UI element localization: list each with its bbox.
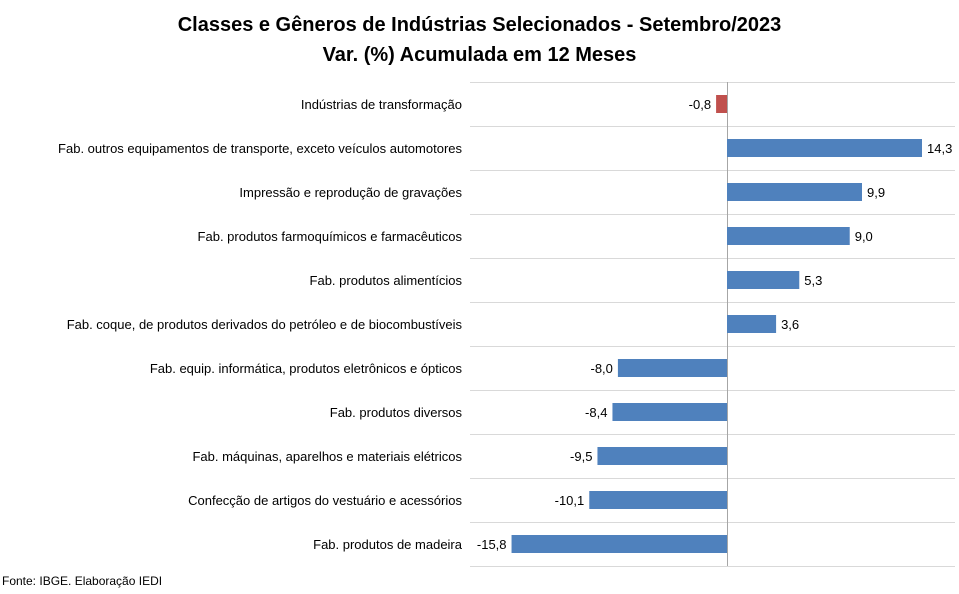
data-label: -15,8 — [477, 537, 507, 552]
bar — [617, 359, 727, 377]
category-label: Impressão e reprodução de gravações — [239, 185, 462, 200]
data-label: 14,3 — [927, 141, 952, 156]
category-label: Fab. equip. informática, produtos eletrô… — [150, 361, 463, 376]
bar — [716, 95, 727, 113]
category-label: Fab. outros equipamentos de transporte, … — [58, 141, 462, 156]
bar — [589, 491, 727, 509]
chart-title: Classes e Gêneros de Indústrias Selecion… — [177, 14, 782, 36]
data-label: -10,1 — [555, 493, 585, 508]
category-label: Fab. produtos diversos — [330, 405, 463, 420]
data-label: 9,9 — [867, 185, 885, 200]
category-label: Fab. produtos alimentícios — [310, 273, 463, 288]
source-footer: Fonte: IBGE. Elaboração IEDI — [2, 574, 163, 588]
bar — [727, 315, 777, 333]
category-label: Fab. produtos farmoquímicos e farmacêuti… — [198, 229, 463, 244]
bar — [727, 271, 800, 289]
bar — [597, 447, 727, 465]
bar — [727, 139, 922, 157]
category-label: Fab. máquinas, aparelhos e materiais elé… — [192, 449, 462, 464]
bar — [612, 403, 727, 421]
data-label: -9,5 — [570, 449, 592, 464]
chart-subtitle: Var. (%) Acumulada em 12 Meses — [322, 44, 637, 66]
data-label: 3,6 — [781, 317, 799, 332]
category-label: Fab. produtos de madeira — [313, 537, 463, 552]
category-label: Fab. coque, de produtos derivados do pet… — [67, 317, 463, 332]
bar — [727, 183, 862, 201]
data-label: -8,4 — [585, 405, 607, 420]
category-label: Confecção de artigos do vestuário e aces… — [188, 493, 462, 508]
data-label: -8,0 — [591, 361, 613, 376]
data-label: 9,0 — [855, 229, 873, 244]
category-label: Indústrias de transformação — [301, 97, 462, 112]
data-label: -0,8 — [689, 97, 711, 112]
bar — [511, 535, 727, 553]
data-label: 5,3 — [804, 273, 822, 288]
bar — [727, 227, 850, 245]
